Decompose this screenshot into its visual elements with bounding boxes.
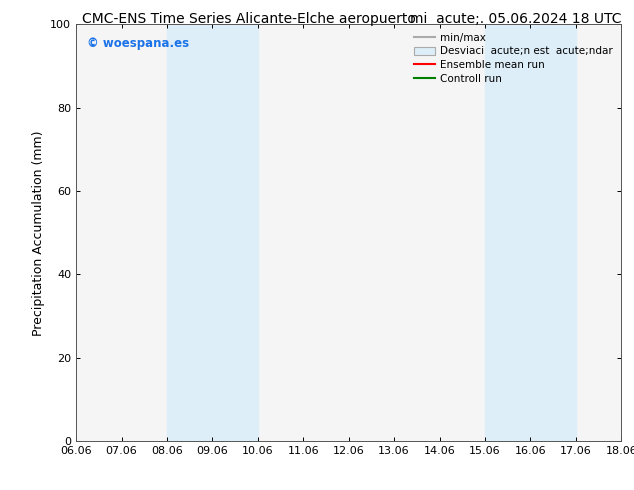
Bar — [485, 24, 576, 441]
Text: © woespana.es: © woespana.es — [87, 37, 189, 50]
Bar — [167, 24, 258, 441]
Text: mi  acute;. 05.06.2024 18 UTC: mi acute;. 05.06.2024 18 UTC — [410, 12, 621, 26]
Text: CMC-ENS Time Series Alicante-Elche aeropuerto: CMC-ENS Time Series Alicante-Elche aerop… — [82, 12, 417, 26]
Legend: min/max, Desviaci  acute;n est  acute;ndar, Ensemble mean run, Controll run: min/max, Desviaci acute;n est acute;ndar… — [411, 30, 616, 87]
Y-axis label: Precipitation Accumulation (mm): Precipitation Accumulation (mm) — [32, 130, 44, 336]
